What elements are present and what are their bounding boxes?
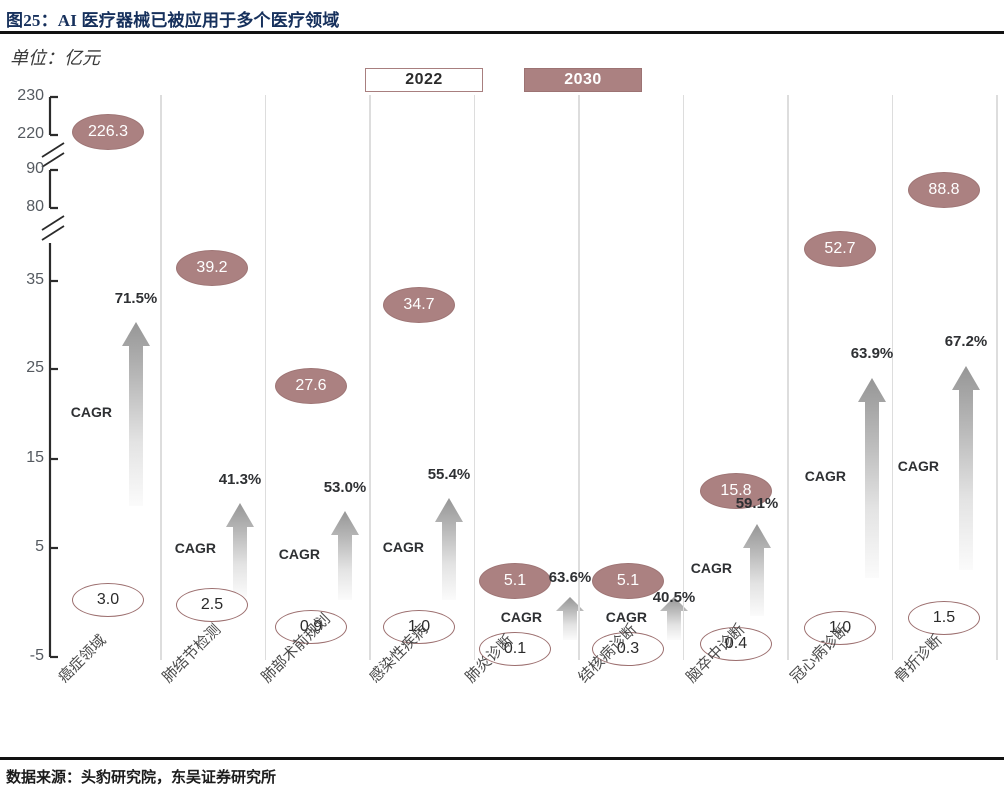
value-bubble-2030: 34.7 bbox=[383, 287, 455, 323]
value-bubble-2022: 1.5 bbox=[908, 601, 980, 635]
cagr-text-label: CAGR bbox=[278, 545, 320, 562]
value-bubble-2030: 5.1 bbox=[592, 563, 664, 599]
chart-header: 图25：AI 医疗器械已被应用于多个医疗领域 bbox=[0, 0, 1004, 34]
value-bubble-2030: 226.3 bbox=[72, 114, 144, 150]
y-tick-label: 220 bbox=[17, 125, 44, 142]
cagr-percent-label: 63.6% bbox=[548, 569, 592, 586]
cagr-arrow bbox=[556, 597, 584, 640]
cagr-percent-label: 59.1% bbox=[735, 495, 779, 512]
value-bubble-2022: 0.4 bbox=[700, 627, 772, 661]
value-bubble-2022: 0.9 bbox=[275, 610, 347, 644]
value-bubble-2022: 1.0 bbox=[383, 610, 455, 644]
value-bubble-2030: 5.1 bbox=[479, 563, 551, 599]
y-tick-label: 35 bbox=[26, 271, 44, 288]
column-separator bbox=[891, 95, 894, 660]
value-bubble-2030: 27.6 bbox=[275, 368, 347, 404]
x-axis-label: 骨折诊断 bbox=[891, 632, 946, 687]
cagr-arrow bbox=[226, 503, 254, 597]
column-separator bbox=[473, 95, 476, 660]
cagr-text-label: CAGR bbox=[605, 608, 647, 625]
column-separator bbox=[578, 95, 580, 660]
value-bubble-2022: 3.0 bbox=[72, 583, 144, 617]
y-tick-label: 15 bbox=[26, 449, 44, 466]
cagr-percent-label: 41.3% bbox=[218, 471, 262, 488]
cagr-text-label: CAGR bbox=[897, 458, 939, 474]
y-tick-label: 80 bbox=[26, 198, 44, 215]
title-divider bbox=[0, 31, 1004, 34]
cagr-percent-label: 40.5% bbox=[652, 589, 696, 606]
cagr-arrow bbox=[858, 378, 886, 578]
cagr-text-label: CAGR bbox=[174, 540, 216, 556]
cagr-arrow bbox=[743, 524, 771, 616]
y-tick-label: 25 bbox=[26, 359, 44, 376]
value-bubble-2030: 88.8 bbox=[908, 172, 980, 208]
y-tick-label: 230 bbox=[17, 87, 44, 104]
legend-item-2022[interactable]: 2022 bbox=[365, 68, 483, 92]
legend-label-2022: 2022 bbox=[405, 71, 443, 88]
y-tick-label: 90 bbox=[26, 160, 44, 177]
column-separator bbox=[369, 95, 371, 660]
y-axis bbox=[41, 95, 65, 659]
y-tick-label: -5 bbox=[29, 647, 44, 664]
legend-item-2030[interactable]: 2030 bbox=[524, 68, 642, 92]
column-separator bbox=[996, 95, 998, 660]
cagr-percent-label: 53.0% bbox=[323, 479, 367, 496]
cagr-arrow bbox=[331, 511, 359, 600]
column-separator bbox=[787, 95, 789, 660]
cagr-percent-label: 71.5% bbox=[114, 290, 158, 307]
cagr-percent-label: 55.4% bbox=[427, 466, 471, 483]
cagr-text-label: CAGR bbox=[70, 404, 112, 420]
x-axis-label: 肺结节检测 bbox=[159, 621, 225, 687]
column-separator bbox=[682, 95, 685, 660]
value-bubble-2022: 0.1 bbox=[479, 632, 551, 666]
unit-label: 单位：亿元 bbox=[10, 48, 100, 68]
source-note: 数据来源：头豹研究院，东吴证券研究所 bbox=[6, 770, 277, 786]
legend-label-2030: 2030 bbox=[564, 71, 602, 88]
value-bubble-2030: 39.2 bbox=[176, 250, 248, 286]
cagr-text-label: CAGR bbox=[382, 539, 424, 555]
cagr-text-label: CAGR bbox=[804, 468, 846, 484]
footer-divider bbox=[0, 757, 1004, 760]
y-tick-label: 5 bbox=[35, 538, 44, 555]
x-axis-label: 癌症领域 bbox=[55, 632, 110, 687]
column-separator bbox=[264, 95, 267, 660]
cagr-percent-label: 67.2% bbox=[944, 333, 988, 350]
value-bubble-2022: 0.3 bbox=[592, 632, 664, 666]
cagr-percent-label: 63.9% bbox=[850, 345, 894, 362]
value-bubble-2022: 1.0 bbox=[804, 611, 876, 645]
cagr-text-label: CAGR bbox=[690, 560, 732, 576]
cagr-arrow bbox=[122, 322, 150, 506]
cagr-text-label: CAGR bbox=[500, 608, 542, 625]
value-bubble-2030: 15.8 bbox=[700, 473, 772, 509]
cagr-arrow bbox=[435, 498, 463, 600]
page-title: 图25：AI 医疗器械已被应用于多个医疗领域 bbox=[6, 11, 340, 30]
value-bubble-2022: 2.5 bbox=[176, 588, 248, 622]
cagr-arrow bbox=[952, 366, 980, 570]
value-bubble-2030: 52.7 bbox=[804, 231, 876, 267]
column-separator bbox=[160, 95, 162, 660]
